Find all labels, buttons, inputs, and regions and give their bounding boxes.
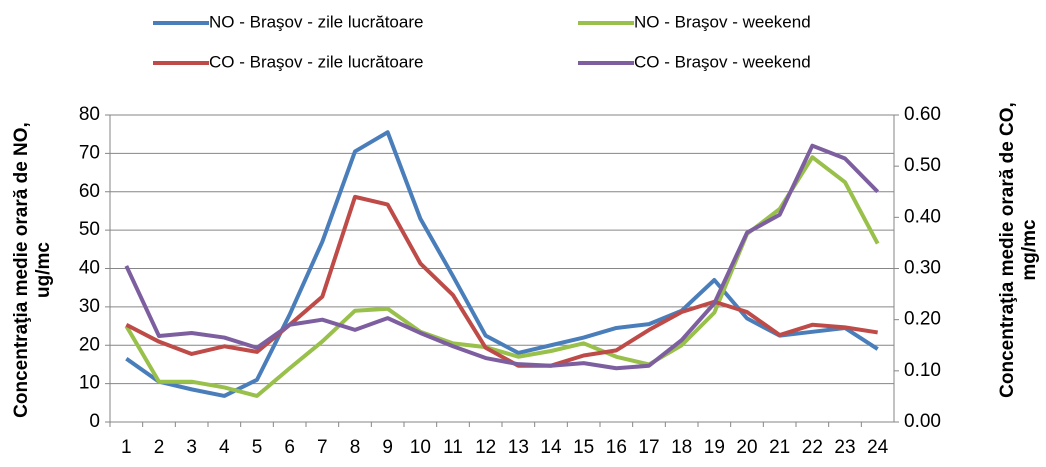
y-axis-title: Concentraţia medie orară de NO, <box>11 122 32 418</box>
x-tick-label: 18 <box>671 437 692 458</box>
y-tick-label: 30 <box>79 296 100 317</box>
x-tick-label: 10 <box>410 437 431 458</box>
y2-axis-title: Concentraţia medie orară de CO, <box>997 102 1018 398</box>
x-tick-label: 4 <box>219 437 230 458</box>
series-line <box>125 194 878 368</box>
y-tick-label: 20 <box>79 334 100 355</box>
x-tick-label: 24 <box>867 437 889 458</box>
x-tick-label: 13 <box>508 437 529 458</box>
x-tick-label: 20 <box>736 437 757 458</box>
x-tick-label: 23 <box>834 437 855 458</box>
x-tick-label: 21 <box>769 437 790 458</box>
y-tick-label: 60 <box>79 181 100 202</box>
x-tick-label: 22 <box>802 437 823 458</box>
y-tick-label: 40 <box>79 258 100 279</box>
x-tick-label: 12 <box>475 437 496 458</box>
y-tick-label: 50 <box>79 219 100 240</box>
x-tick-label: 7 <box>317 437 328 458</box>
y2-tick-label: 0.50 <box>904 155 941 176</box>
x-tick-label: 6 <box>284 437 295 458</box>
x-tick-label: 2 <box>154 437 165 458</box>
y2-tick-label: 0.30 <box>904 258 941 279</box>
y2-axis-title: mg/mc <box>1019 219 1040 281</box>
x-tick-label: 11 <box>443 437 463 458</box>
legend-label: CO - Braşov - weekend <box>634 52 811 71</box>
y-tick-label: 70 <box>79 142 100 163</box>
y2-tick-label: 0.40 <box>904 206 941 227</box>
x-tick-label: 16 <box>606 437 627 458</box>
y-tick-label: 0 <box>89 411 100 432</box>
y2-tick-label: 0.20 <box>904 309 941 330</box>
legend-label: NO - Braşov - zile lucrătoare <box>209 12 423 31</box>
x-tick-label: 5 <box>252 437 263 458</box>
x-tick-label: 8 <box>350 437 361 458</box>
legend-label: NO - Braşov - weekend <box>634 12 811 31</box>
y-axis-title: ug/mc <box>33 242 54 298</box>
series-line <box>124 143 880 371</box>
y-tick-label: 10 <box>79 373 100 394</box>
x-tick-label: 15 <box>573 437 594 458</box>
y2-tick-label: 0.00 <box>904 411 941 432</box>
y2-tick-label: 0.10 <box>904 360 941 381</box>
x-tick-label: 1 <box>121 437 132 458</box>
legend-label: CO - Braşov - zile lucrătoare <box>209 52 423 71</box>
y2-tick-label: 0.60 <box>904 104 941 125</box>
x-tick-label: 9 <box>382 437 393 458</box>
series-line <box>125 130 879 398</box>
y-tick-label: 80 <box>79 104 100 125</box>
x-tick-label: 14 <box>540 437 562 458</box>
x-tick-label: 19 <box>704 437 725 458</box>
x-tick-label: 17 <box>638 437 659 458</box>
x-tick-label: 3 <box>186 437 197 458</box>
